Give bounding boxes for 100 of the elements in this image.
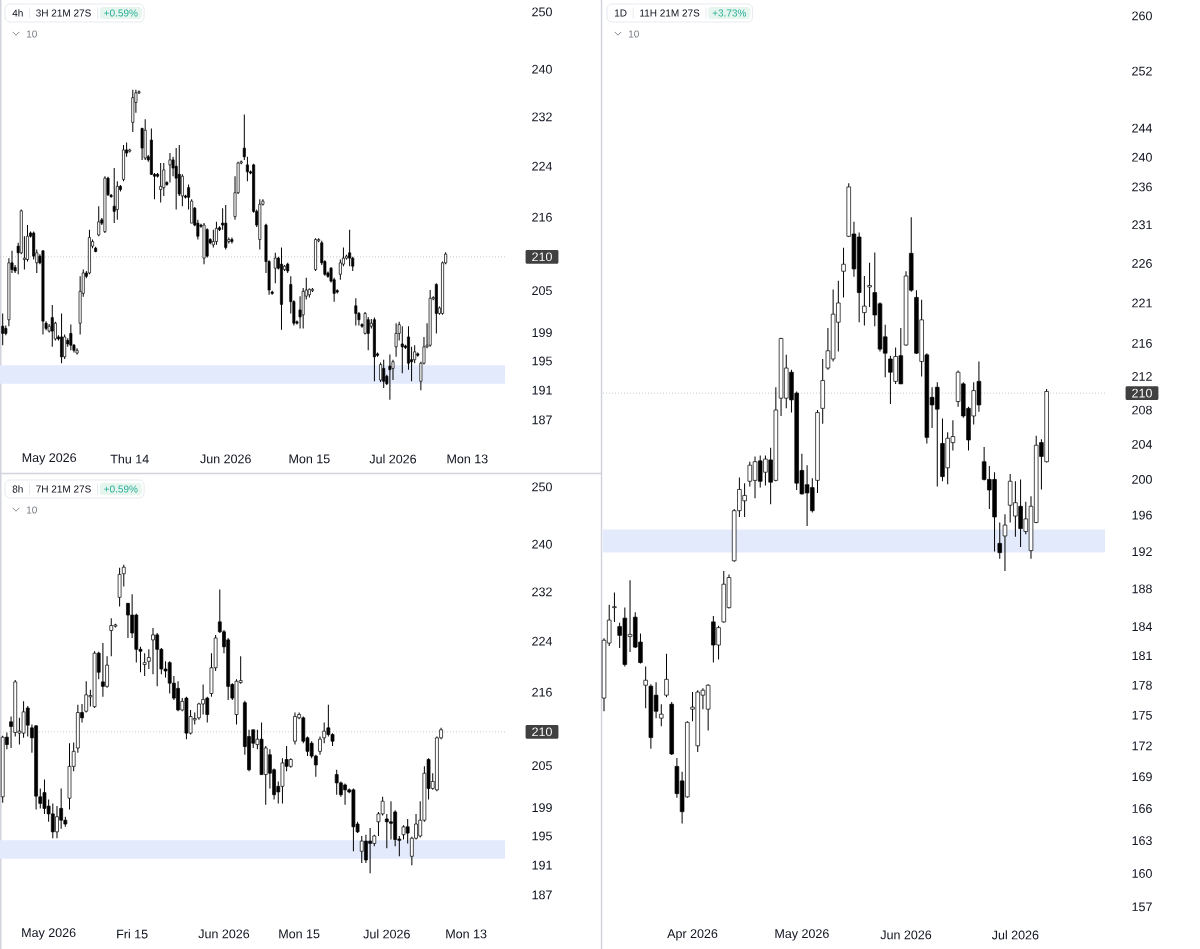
x-tick-label: Jul 2026: [369, 454, 417, 464]
x-tick-label: Mon 13: [446, 929, 487, 939]
candlestick: [117, 567, 122, 607]
y-tick-label: 187: [532, 890, 552, 900]
y-tick-label: 224: [532, 161, 553, 171]
y-tick-label: 191: [532, 860, 552, 870]
candlestick: [60, 312, 64, 364]
y-tick-label: 212: [1132, 372, 1152, 381]
annotation: +3.73%: [712, 9, 747, 17]
candlestick: [394, 322, 398, 358]
y-tick-label: 195: [532, 356, 552, 366]
candlestick: [168, 152, 172, 184]
x-tick-label: Fri 15: [117, 929, 148, 939]
candlestick: [997, 521, 1002, 560]
candlestick: [142, 652, 147, 677]
chart-subtitle: 11H 21M 27S: [640, 9, 700, 17]
candlestick: [659, 703, 664, 727]
y-tick-label: 175: [1132, 710, 1152, 720]
y-tick-label: 187: [532, 415, 552, 425]
x-tick-label: May 2026: [22, 928, 76, 940]
y-tick-label: 250: [532, 482, 552, 492]
candlestick: [1002, 513, 1008, 572]
y-tick-label: 250: [532, 7, 552, 17]
y-tick-label: 199: [532, 328, 552, 338]
annotation: 10: [26, 506, 37, 514]
candlestick: [643, 665, 648, 709]
y-tick-label: 172: [1132, 741, 1152, 751]
y-tick-label: 240: [532, 64, 552, 74]
chart-title: 1D: [614, 9, 627, 17]
y-tick-label: 216: [1132, 338, 1152, 348]
y-tick-label: 199: [532, 803, 552, 813]
y-tick-label: 252: [1132, 66, 1152, 76]
y-tick-label: 166: [1132, 804, 1152, 813]
candlestick: [201, 683, 205, 716]
ref-line-label: 210: [1132, 388, 1152, 398]
x-tick-label: Thu 14: [110, 454, 149, 464]
candlestick: [50, 802, 55, 839]
candlestick: [359, 835, 364, 864]
y-tick-label: 163: [1132, 836, 1152, 846]
y-tick-label: 240: [1132, 152, 1152, 162]
x-tick-label: Jul 2026: [363, 929, 410, 939]
y-tick-label: 178: [1132, 680, 1152, 690]
y-tick-label: 224: [532, 636, 553, 646]
candlestick: [155, 632, 160, 687]
candlestick: [389, 800, 393, 841]
chart-title: 8h: [12, 485, 23, 493]
candlestick: [867, 262, 872, 308]
x-tick-label: Jun 2026: [880, 930, 932, 940]
candlestick: [841, 247, 846, 298]
annotation: +0.59%: [104, 485, 138, 493]
candlestick: [75, 347, 79, 356]
x-tick-label: Apr 2026: [667, 929, 718, 941]
candlestick: [176, 680, 180, 712]
x-tick-label: Mon 13: [447, 454, 488, 464]
y-tick-label: 157: [1132, 902, 1152, 912]
candlestick: [55, 805, 59, 839]
x-tick-label: May 2026: [775, 929, 829, 941]
y-tick-label: 160: [1132, 869, 1152, 878]
y-tick-label: 226: [1132, 259, 1152, 268]
ref-line-label: 210: [532, 252, 552, 262]
y-tick-label: 216: [532, 212, 552, 222]
y-tick-label: 216: [532, 687, 552, 697]
y-tick-label: 208: [1132, 405, 1152, 415]
y-tick-label: 200: [1132, 475, 1152, 484]
annotation: 10: [26, 30, 37, 38]
x-tick-label: Jun 2026: [198, 929, 250, 939]
y-tick-label: 184: [1132, 622, 1153, 632]
y-tick-label: 192: [1132, 547, 1152, 557]
y-tick-label: 191: [532, 385, 552, 395]
y-tick-label: 236: [1132, 182, 1152, 192]
candlestick: [151, 627, 155, 675]
y-tick-label: 232: [532, 587, 552, 597]
x-tick-label: Mon 15: [279, 929, 320, 939]
chart-subtitle: 3H 21M 27S: [36, 9, 91, 17]
y-tick-label: 232: [532, 112, 552, 122]
candlestick: [334, 769, 339, 796]
y-tick-label: 231: [1132, 220, 1152, 230]
chart-title: 4h: [12, 9, 23, 17]
y-tick-label: 181: [1132, 651, 1152, 661]
candlestick: [354, 297, 358, 326]
y-tick-label: 240: [532, 539, 552, 549]
candlestick: [612, 592, 617, 623]
candlestick: [101, 642, 105, 698]
y-tick-label: 244: [1132, 123, 1153, 133]
y-tick-label: 221: [1132, 298, 1152, 308]
candlestick: [664, 653, 669, 698]
annotation: +0.59%: [104, 9, 138, 17]
annotation: 10: [628, 30, 639, 38]
chart-subtitle: 7H 21M 27S: [36, 485, 91, 493]
x-tick-label: Mon 15: [289, 454, 330, 464]
y-tick-label: 205: [532, 286, 552, 296]
x-tick-label: Jul 2026: [991, 930, 1039, 940]
y-tick-label: 195: [532, 831, 552, 841]
y-tick-label: 188: [1132, 584, 1152, 594]
x-tick-label: May 2026: [22, 453, 77, 465]
y-tick-label: 169: [1132, 772, 1152, 782]
x-tick-label: Jun 2026: [200, 454, 251, 464]
candlestick: [174, 147, 178, 210]
y-tick-label: 205: [532, 761, 552, 771]
candlestick: [112, 167, 116, 224]
